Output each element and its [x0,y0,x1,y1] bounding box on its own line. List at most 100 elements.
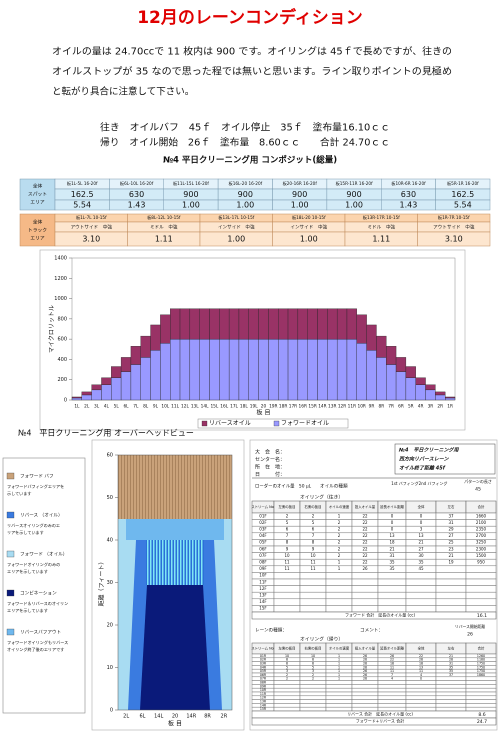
table-cell [435,572,467,580]
legend-swatch [6,628,15,636]
bar-segment [278,308,289,340]
table-cell-text: 07F [259,553,267,558]
table-cell [465,676,497,681]
overhead-title: №4 平日クリーニング用 オーバーヘッドビュー [18,428,194,438]
table-cell [465,691,497,697]
spot-ratio-cell [435,199,491,211]
x-tick-label: 1R [447,404,453,410]
bar-segment [376,357,387,401]
table-cell-text: 1750 [477,669,485,673]
legend-swatch [201,420,208,427]
table-cell [405,684,437,689]
bar-segment [209,308,220,340]
table-cell-text: 11 [390,669,394,673]
x-tick-label: 7L [133,404,139,410]
bar-segment [170,338,181,401]
track-label-cell [19,213,56,247]
pattern-line: 西方向リバースレーン [399,456,450,463]
page-title: 12月のレーンコンディション [137,7,363,28]
table-cell [351,572,379,580]
table-cell [465,703,497,708]
table-cell-text: 10R [260,688,267,692]
pattern-line: オイル終了距離 45f [399,465,446,472]
table-cell-text: 0 [420,513,423,518]
y-tick-label: 30 [107,580,113,586]
table-cell-text: 08F [259,560,267,565]
x-tick-label: 15R [308,404,316,410]
bar-segment [130,364,141,401]
track-range: 板13L-17L 10-15f [218,214,254,221]
column-header: ストリーム No. [251,504,275,509]
bar-segment [425,389,436,401]
legend-label: リバースバフアウト [20,629,61,636]
x-tick-label: 13R [328,404,336,410]
table-cell-text: 19 [448,560,454,565]
x-tick-label: 2L [84,404,90,410]
table-cell-text: 2 [338,540,341,545]
table-cell-text: 35 [418,560,424,565]
legend-label: フォワード （オイル） [20,552,67,558]
table-cell [351,687,379,693]
bar-segment [150,350,161,401]
summary-line: 往き オイルバフ 45ｆ オイル停止 35ｆ 塗布量16.10ｃｃ [100,122,390,134]
table-cell-text: 09F [259,566,267,571]
table-cell [351,591,379,600]
table-cell-text: 1 [338,658,340,662]
x-tick-label: 19R [269,404,277,410]
table-cell-text: 14R [260,703,267,707]
table-cell-text: 11 [310,560,316,565]
bar-segment [160,343,171,401]
bar-segment [71,396,82,399]
length-label: パターンの長さ [464,478,492,484]
table-cell-text: 12R [260,696,267,700]
table-cell-text: 01F [259,513,267,518]
bar-segment [120,357,132,372]
table-cell-text: 14F [259,599,267,604]
table-cell [435,605,467,613]
summary-line: 帰り オイル開始 26ｆ 塗布量 8.60ｃｃ 合計 24.70ｃｃ [100,137,390,149]
table-cell [273,703,301,708]
table-cell-text: 31 [448,520,454,525]
total-label: フォワード 合計 延長のオイル量 (cc) [345,612,416,618]
total-value: 16.1 [477,613,487,619]
table-cell-text: 1 [338,665,340,669]
table-cell [435,691,467,697]
table-cell-text: 7 [286,533,289,538]
legend-desc: エリアを示しています [7,568,48,574]
table-cell-text: 3250 [476,540,487,545]
spot-label-cell [19,178,56,211]
table-cell [377,598,407,606]
table-cell-text: 3 [312,669,314,673]
x-tick-label: 13L [191,404,199,410]
table-cell-text: 1500 [476,553,487,558]
column-header: 合計 [478,504,485,509]
table-cell [435,578,467,586]
bar-segment [189,308,200,340]
table-cell [465,605,497,613]
spot-value: 162.5 [451,190,474,199]
table-cell [325,703,353,708]
table-cell [273,687,301,693]
table-cell-text: 26 [363,662,367,666]
start-value: 26 [467,632,473,638]
intro-line: オイルの量は 24.70ccで 11 枚内は 900 です。オイリングは 45ｆ… [52,46,452,58]
table-cell-text: 06R [260,673,267,677]
track-ratio-cell [417,231,491,247]
table-cell-text: 4 [420,673,422,677]
bar-segment [101,384,112,401]
table-cell-text: 18 [419,662,423,666]
bar-segment [346,338,357,401]
spot-value: 900 [292,190,307,199]
bar-segment [258,308,269,340]
x-axis-label: 板 目 [257,409,271,417]
spot-ratio: 1.00 [345,201,363,210]
table-cell-text: 26 [363,673,367,677]
track-range: 板8L-12L 10-15f [147,214,181,221]
x-tick-label: 19L [250,404,258,410]
column-header: 投入オイル量 [355,646,376,651]
table-cell-text: 06F [259,546,267,551]
table-cell [351,703,379,708]
table-cell [351,605,379,613]
table-cell [405,699,437,704]
